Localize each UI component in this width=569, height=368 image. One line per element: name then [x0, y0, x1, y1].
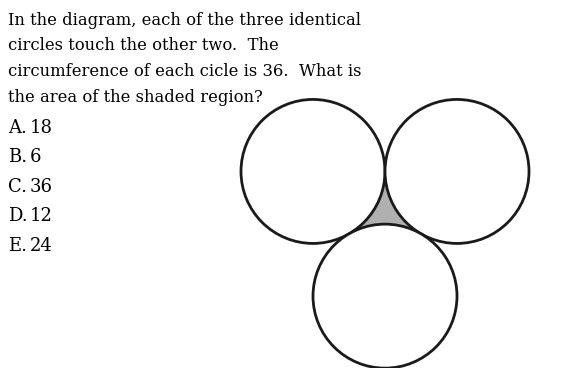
Text: A.: A. — [8, 119, 27, 137]
Circle shape — [241, 99, 385, 243]
Text: C.: C. — [8, 178, 27, 196]
Text: D.: D. — [8, 208, 28, 226]
Polygon shape — [349, 171, 421, 234]
Text: 24: 24 — [30, 237, 53, 255]
Text: B.: B. — [8, 149, 27, 166]
Text: 12: 12 — [30, 208, 53, 226]
Text: the area of the shaded region?: the area of the shaded region? — [8, 88, 263, 106]
Text: 6: 6 — [30, 149, 42, 166]
Text: circles touch the other two.  The: circles touch the other two. The — [8, 38, 279, 54]
Text: 36: 36 — [30, 178, 53, 196]
Text: In the diagram, each of the three identical: In the diagram, each of the three identi… — [8, 12, 361, 29]
Text: circumference of each cicle is 36.  What is: circumference of each cicle is 36. What … — [8, 63, 361, 80]
Text: 18: 18 — [30, 119, 53, 137]
Text: E.: E. — [8, 237, 27, 255]
Circle shape — [313, 224, 457, 368]
Circle shape — [385, 99, 529, 243]
